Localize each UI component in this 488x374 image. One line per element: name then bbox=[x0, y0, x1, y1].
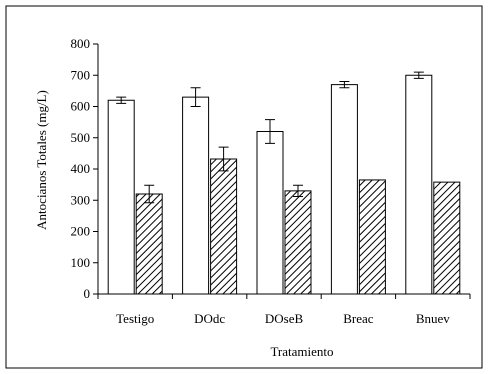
bar-plain bbox=[107, 99, 135, 295]
x-tick-label: Testigo bbox=[116, 311, 154, 326]
x-axis-label: Tratamiento bbox=[270, 344, 333, 359]
y-tick-label: 700 bbox=[71, 67, 91, 82]
bar-plain bbox=[182, 96, 210, 295]
x-tick-label: Bnuev bbox=[416, 311, 450, 326]
bar-hatched bbox=[433, 181, 461, 295]
y-axis-label: Antocianos Totales (mg/L) bbox=[34, 90, 49, 230]
chart-border bbox=[5, 5, 483, 369]
y-tick-label: 0 bbox=[84, 286, 91, 301]
y-tick-label: 400 bbox=[71, 161, 91, 176]
bar-hatched bbox=[135, 193, 163, 295]
bar-hatched bbox=[284, 190, 312, 295]
y-tick-label: 500 bbox=[71, 130, 91, 145]
y-tick-label: 800 bbox=[71, 36, 91, 51]
x-tick-label: DOdc bbox=[194, 311, 225, 326]
bar-plain bbox=[256, 131, 284, 295]
x-tick-label: Breac bbox=[343, 311, 374, 326]
x-tick-label: DOseB bbox=[265, 311, 304, 326]
bar-hatched bbox=[210, 158, 238, 295]
bar-plain bbox=[405, 74, 433, 295]
bar-hatched bbox=[358, 179, 386, 295]
y-tick-label: 200 bbox=[71, 224, 91, 239]
bar-plain bbox=[330, 84, 358, 295]
y-tick-label: 100 bbox=[71, 255, 91, 270]
plot-area: 0 100 200 300 400 500 600 700 800 Testigo DOdc DOse… bbox=[71, 36, 471, 326]
y-tick-label: 600 bbox=[71, 99, 91, 114]
y-tick-label: 300 bbox=[71, 192, 91, 207]
